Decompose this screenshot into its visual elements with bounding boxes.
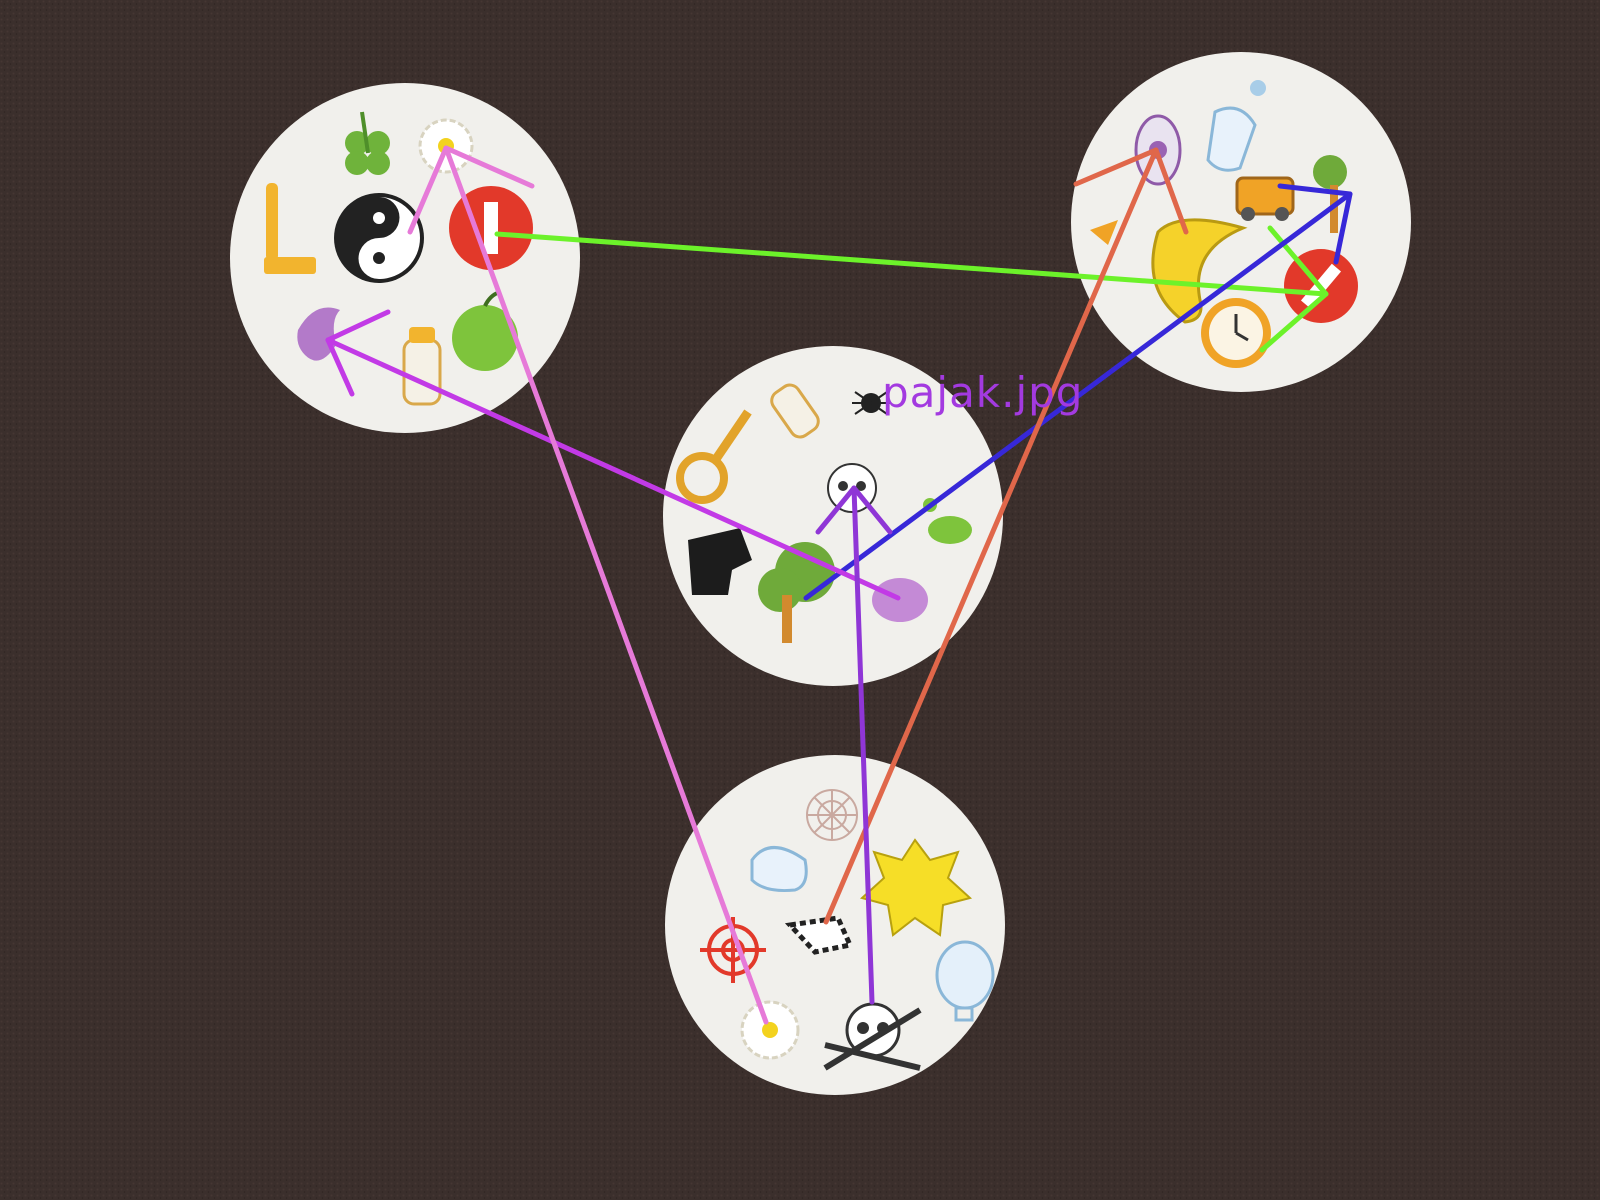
- match-stop-sign: [494, 225, 1329, 353]
- spider-icon: [852, 391, 890, 415]
- match-daisy: [407, 145, 769, 1025]
- zebra-icon: [784, 915, 854, 955]
- knight-icon: [688, 528, 752, 595]
- baby-bottle-icon: [770, 383, 820, 439]
- clock-icon: [1201, 298, 1271, 368]
- ghost-icon: [1206, 80, 1266, 172]
- sun-icon: [859, 838, 973, 937]
- match-tree: [803, 183, 1353, 601]
- card-top-left: [230, 83, 580, 433]
- match-dragon-bird: [325, 309, 901, 601]
- match-arrows: [325, 145, 1353, 1025]
- bird-icon: [1090, 220, 1118, 245]
- skull-icon: [823, 1002, 922, 1071]
- yin-yang-icon: [334, 193, 424, 283]
- bird-icon: [872, 578, 928, 622]
- tree-icon: [1313, 155, 1347, 233]
- baby-bottle-icon: [402, 327, 442, 406]
- web-icon: [806, 789, 858, 841]
- daisy-icon: [740, 1000, 800, 1060]
- ghost-icon: [750, 846, 808, 892]
- match-eye-zebra: [823, 147, 1189, 925]
- key-icon: [676, 409, 752, 504]
- hammer-icon: [264, 183, 316, 274]
- filename-caption: pajak.jpg: [882, 368, 1084, 417]
- moon-icon: [1151, 218, 1248, 324]
- balloon-icon: [935, 940, 995, 1022]
- card-bottom: [665, 755, 1005, 1095]
- clover-icon: [345, 111, 390, 175]
- card-top-right: [1071, 52, 1411, 392]
- stop-sign-icon: [449, 186, 533, 270]
- match-skull: [815, 485, 893, 1005]
